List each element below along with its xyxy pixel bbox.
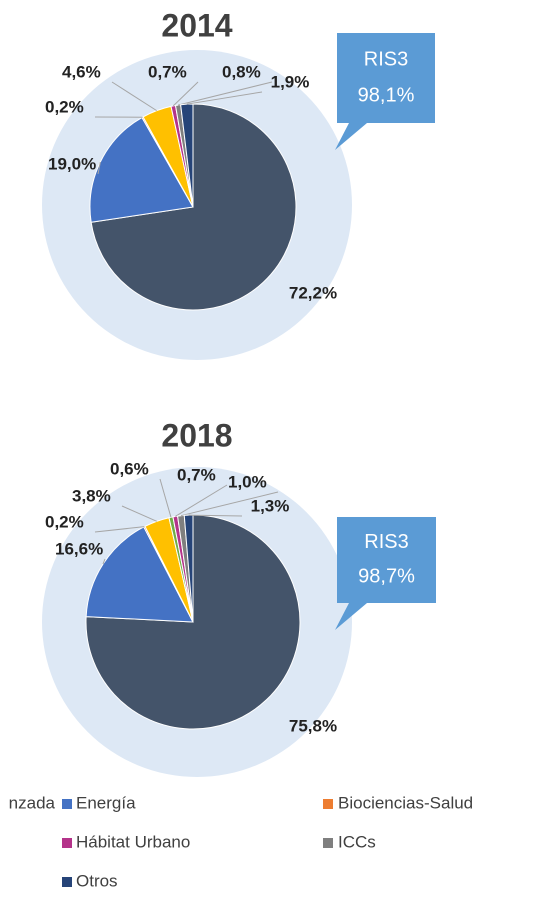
data-label: 0,7%: [148, 62, 187, 81]
legend-marker: [323, 799, 333, 809]
legend-marker: [62, 799, 72, 809]
legend-label: Biociencias-Salud: [338, 793, 473, 812]
callout-text: 98,1%: [358, 84, 415, 106]
data-label: 3,8%: [72, 486, 111, 505]
data-label: 1,9%: [271, 72, 310, 91]
legend-label: Energía: [76, 793, 136, 812]
legend-label: Hábitat Urbano: [76, 832, 190, 851]
chart-title: 2018: [161, 417, 232, 453]
callout-text: RIS3: [364, 531, 408, 553]
data-label: 0,2%: [45, 97, 84, 116]
data-label: 0,6%: [110, 459, 149, 478]
chart-title: 2014: [161, 7, 232, 43]
legend-label: Otros: [76, 871, 118, 890]
data-label: 4,6%: [62, 62, 101, 81]
data-label: 16,6%: [55, 539, 103, 558]
data-label: 19,0%: [48, 154, 96, 173]
callout-text: 98,7%: [358, 565, 415, 587]
legend-marker: [62, 877, 72, 887]
data-label: 0,8%: [222, 62, 261, 81]
legend-marker: [323, 838, 333, 848]
data-label: 75,8%: [289, 716, 337, 735]
legend-label: nzada: [9, 793, 56, 812]
data-label: 0,7%: [177, 465, 216, 484]
data-label: 0,2%: [45, 512, 84, 531]
data-label: 1,3%: [251, 496, 290, 515]
legend-label: ICCs: [338, 832, 376, 851]
legend-marker: [62, 838, 72, 848]
data-label: 72,2%: [289, 283, 337, 302]
callout-text: RIS3: [364, 48, 408, 70]
data-label: 1,0%: [228, 472, 267, 491]
